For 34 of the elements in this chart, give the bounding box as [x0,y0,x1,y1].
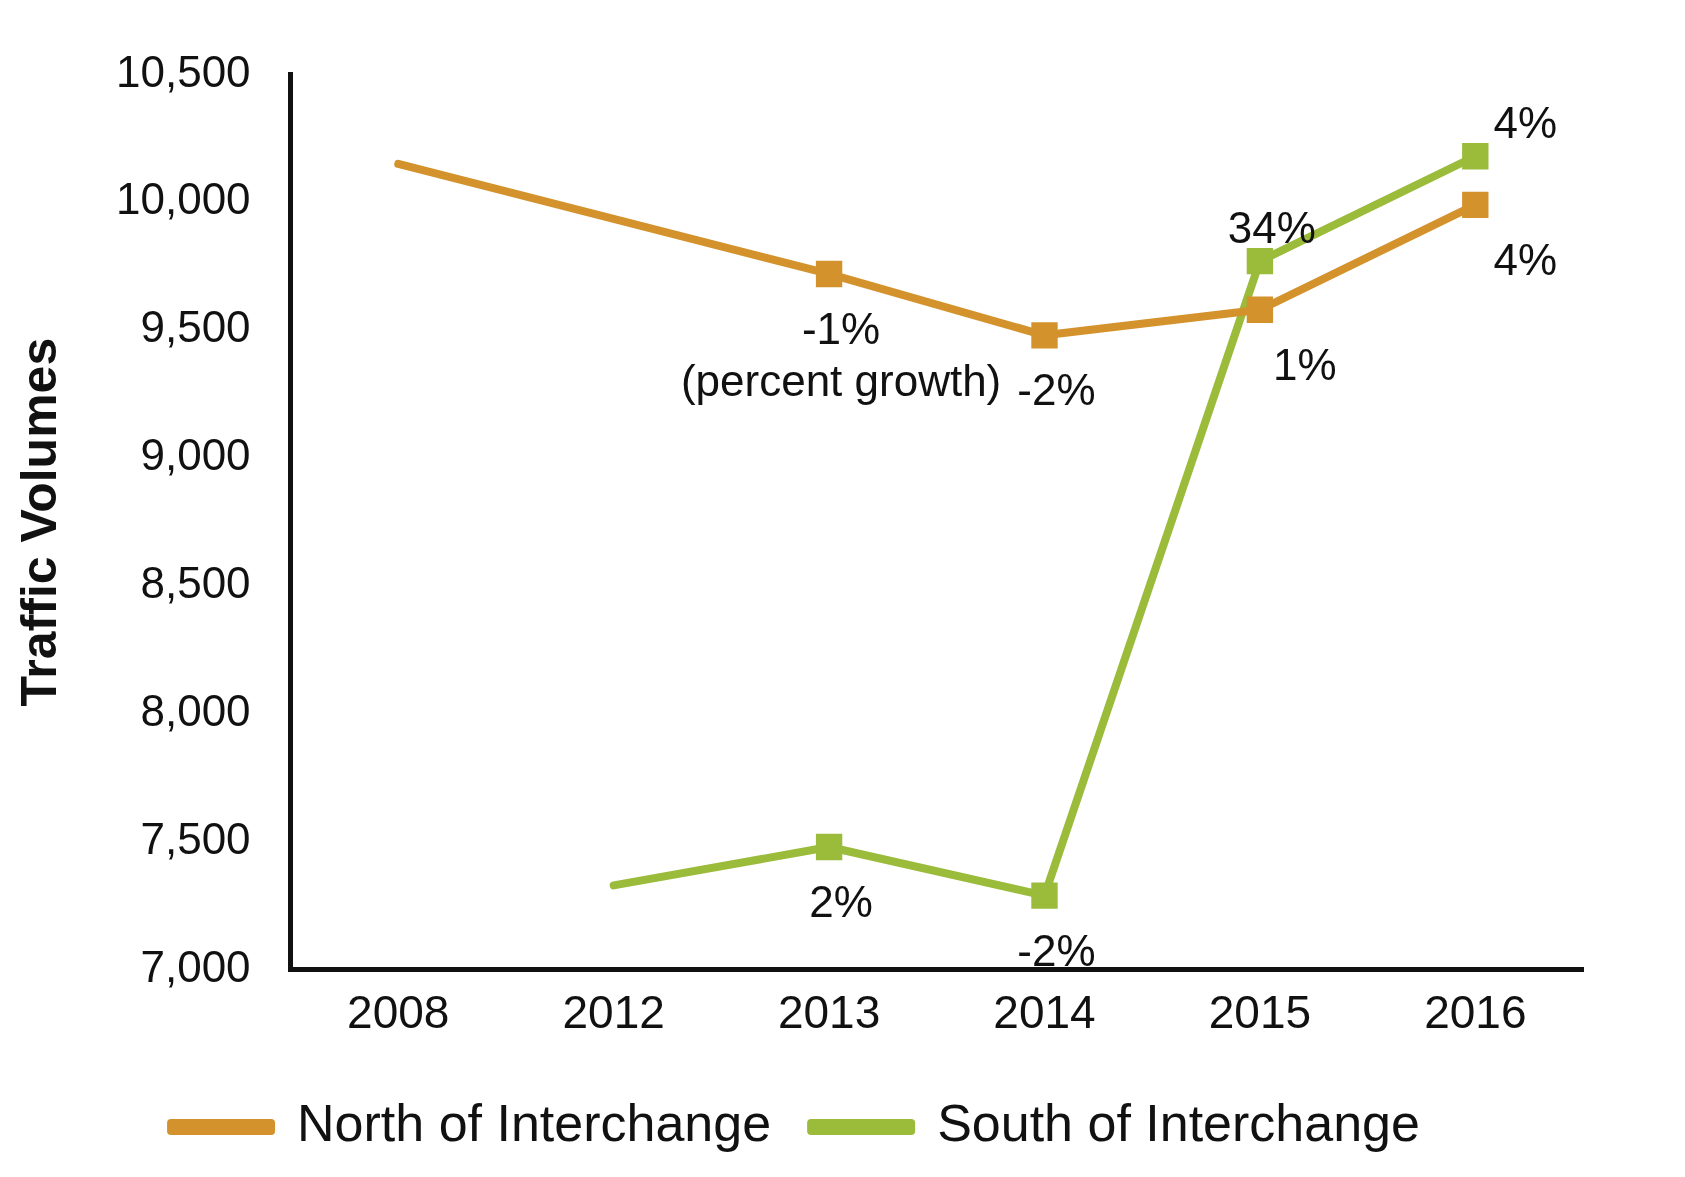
annotation: -1% [801,304,881,354]
point [1246,296,1274,323]
point [1031,322,1058,349]
x-tick-label: 2013 [777,986,881,1039]
y-axis-title: Traffic Volumes [10,337,67,707]
point [815,260,843,288]
point [1462,191,1489,219]
y-tick-label: 7,500 [140,814,251,864]
x-tick-label: 2016 [1424,986,1527,1039]
point [815,833,843,861]
x-tick-label: 2008 [347,986,450,1039]
y-tick-label: 8,000 [140,686,251,736]
annotation: 1% [1273,339,1337,389]
point [1462,143,1489,170]
annotation: 4% [1493,235,1558,285]
y-tick-label: 9,500 [140,302,251,352]
annotation: 4% [1493,98,1558,148]
annotation: 34% [1227,203,1316,253]
legend-label: South of Interchange [937,1094,1420,1153]
y-tick-label: 10,000 [116,174,251,224]
y-tick-label: 8,500 [140,558,251,608]
annotation: 2% [809,877,873,927]
y-tick-label: 10,500 [116,46,251,96]
y-tick-label: 9,000 [140,430,251,480]
x-tick-label: 2012 [562,986,665,1039]
x-tick-label: 2015 [1208,986,1312,1039]
x-tick-label: 2014 [993,986,1096,1039]
annotation: (percent growth) [680,356,1002,406]
annotation: -2% [1017,365,1096,415]
point [1031,882,1058,909]
y-tick-label: 7,000 [140,941,251,991]
annotation: -2% [1017,925,1096,975]
legend-label: North of Interchange [297,1094,772,1153]
point [1246,247,1274,275]
